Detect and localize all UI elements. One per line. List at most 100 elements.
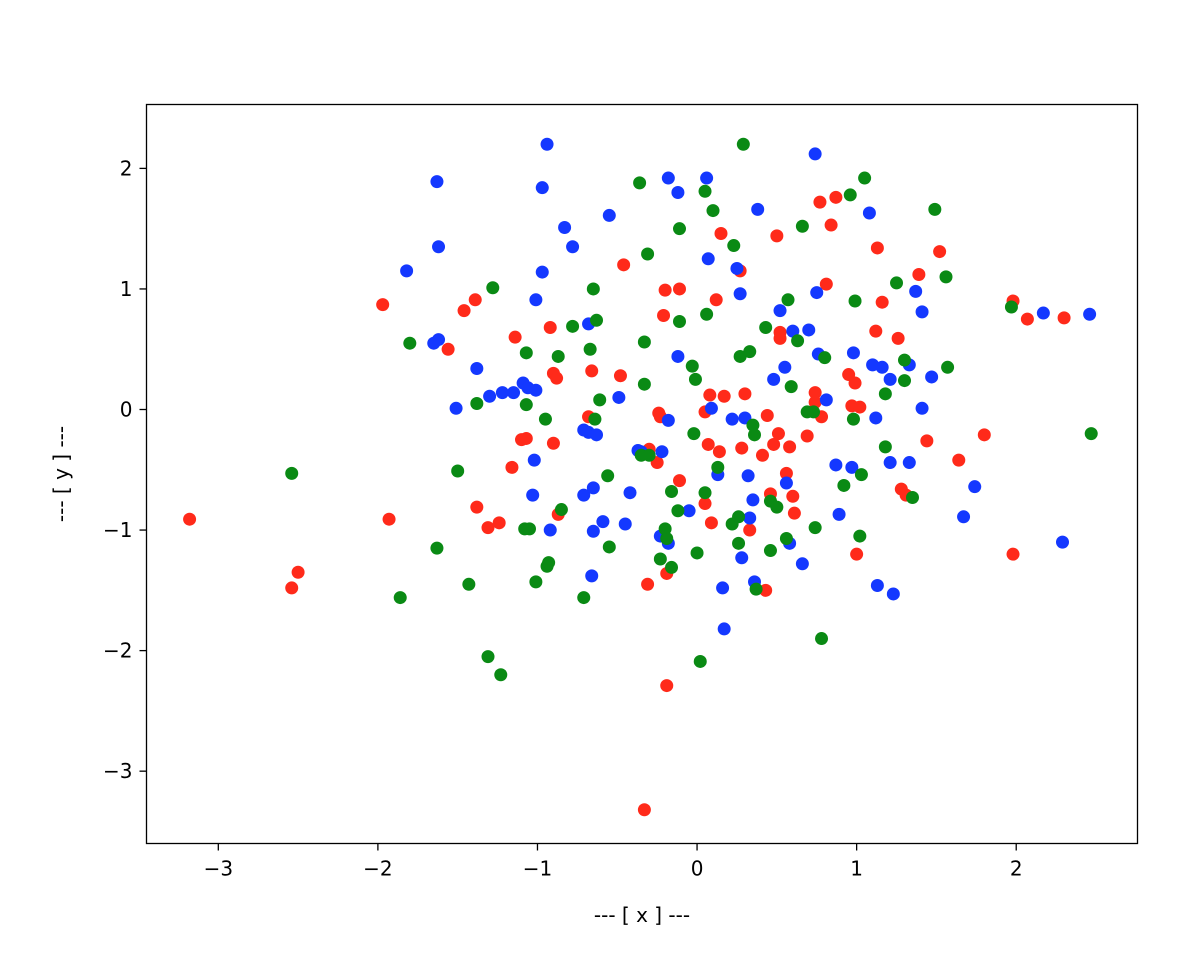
scatter-point: [558, 220, 572, 234]
scatter-point: [933, 245, 947, 259]
scatter-point: [810, 286, 824, 300]
scatter-point: [915, 305, 929, 319]
scatter-point: [671, 349, 685, 363]
scatter-point: [542, 556, 556, 570]
scatter-point: [529, 293, 543, 307]
scatter-point: [526, 488, 540, 502]
scatter-point: [968, 480, 982, 494]
scatter-point: [746, 418, 760, 432]
x-axis-ticks: −3 −2 −1 0 1 2: [204, 843, 1023, 881]
scatter-point: [505, 460, 519, 474]
x-tick-label: 0: [691, 857, 704, 881]
scatter-point: [869, 411, 883, 425]
scatter-point: [617, 258, 631, 272]
scatter-point: [698, 497, 712, 511]
scatter-point: [685, 359, 699, 373]
scatter-point: [791, 334, 805, 348]
scatter-point: [658, 283, 672, 297]
scatter-point: [577, 591, 591, 605]
scatter-point: [661, 171, 675, 185]
scatter-point: [657, 308, 671, 322]
plot-area-frame: [145, 103, 1139, 845]
scatter-point: [763, 544, 777, 558]
scatter-point: [706, 204, 720, 218]
scatter-point: [824, 218, 838, 232]
scatter-point: [430, 175, 444, 189]
scatter-point: [470, 396, 484, 410]
scatter-point: [786, 489, 800, 503]
scatter-point: [457, 304, 471, 318]
scatter-point: [519, 431, 533, 445]
scatter-point: [430, 541, 444, 555]
scatter-point: [870, 241, 884, 255]
scatter-point: [730, 261, 744, 275]
scatter-point: [449, 401, 463, 415]
scatter-point: [701, 437, 715, 451]
scatter-point: [285, 581, 299, 595]
scatter-point: [704, 516, 718, 530]
scatter-point: [700, 171, 714, 185]
scatter-point: [1020, 312, 1034, 326]
scatter-point: [586, 524, 600, 538]
scatter-point: [376, 298, 390, 312]
scatter-point: [767, 372, 781, 386]
scatter-point: [612, 390, 626, 404]
scatter-point: [690, 546, 704, 560]
scatter-point: [593, 393, 607, 407]
scatter-point: [451, 464, 465, 478]
scatter-point: [590, 313, 604, 327]
scatter-point: [633, 176, 647, 190]
x-tick-label: −1: [523, 857, 552, 881]
scatter-point: [1084, 427, 1098, 441]
scatter-point: [432, 240, 446, 254]
scatter-point: [735, 551, 749, 565]
scatter-point: [843, 188, 857, 202]
scatter-point: [586, 282, 600, 296]
scatter-point: [543, 523, 557, 537]
y-axis-label: --- [ y ] ---: [49, 426, 73, 522]
scatter-point: [743, 345, 757, 359]
scatter-point: [819, 393, 833, 407]
scatter-point: [891, 331, 905, 345]
scatter-point: [741, 469, 755, 483]
scatter-point: [637, 335, 651, 349]
scatter-point: [928, 202, 942, 216]
scatter-point: [767, 437, 781, 451]
scatter-point: [795, 219, 809, 233]
scatter-point: [781, 293, 795, 307]
scatter-point: [673, 474, 686, 488]
scatter-point: [519, 398, 533, 412]
scatter-point: [613, 369, 627, 383]
scatter-point: [655, 445, 669, 459]
scatter-point: [585, 364, 599, 378]
scatter-point: [538, 412, 552, 426]
scatter-point: [902, 456, 916, 470]
scatter-point: [543, 321, 557, 335]
scatter-point: [546, 436, 560, 450]
scatter-point: [759, 321, 773, 335]
scatter-point: [925, 370, 939, 384]
scatter-point: [920, 434, 934, 448]
scatter-point: [535, 181, 549, 195]
scatter-point: [382, 512, 396, 526]
scatter-point: [1036, 306, 1050, 320]
scatter-point: [468, 293, 482, 307]
scatter-point: [733, 287, 747, 301]
scatter-point: [711, 460, 725, 474]
scatter-point: [808, 147, 822, 161]
scatter-point: [915, 401, 929, 415]
scatter-point: [566, 240, 580, 254]
scatter-point: [771, 427, 785, 441]
scatter-point: [770, 500, 784, 514]
scatter-point: [850, 547, 864, 561]
scatter-point: [623, 486, 637, 500]
scatter-point: [637, 803, 651, 817]
scatter-point: [540, 137, 554, 151]
scatter-point: [709, 293, 723, 307]
scatter-point: [703, 388, 717, 402]
scatter-point: [183, 512, 197, 526]
scatter-point: [846, 412, 860, 426]
y-tick-label: 1: [120, 277, 133, 301]
scatter-point: [486, 281, 500, 295]
scatter-point: [883, 372, 897, 386]
